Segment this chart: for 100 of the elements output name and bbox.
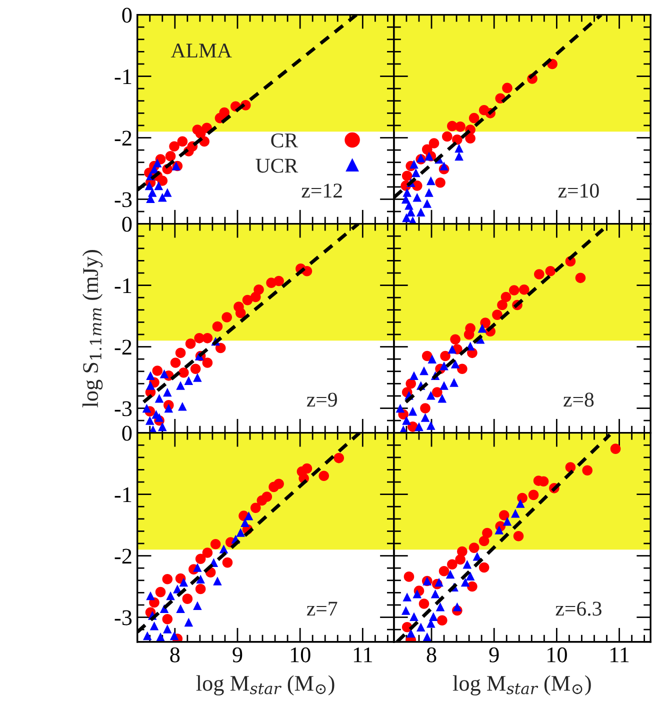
point xyxy=(196,574,205,584)
y-tick-label: 0 xyxy=(122,8,132,23)
point xyxy=(402,170,412,182)
point xyxy=(156,632,165,642)
point xyxy=(202,548,213,558)
point xyxy=(152,158,162,168)
point xyxy=(215,342,226,354)
point xyxy=(447,120,458,132)
point xyxy=(236,528,246,537)
point xyxy=(177,136,188,147)
point xyxy=(528,490,539,500)
point xyxy=(465,133,476,144)
point xyxy=(412,590,422,598)
point xyxy=(565,462,576,472)
point xyxy=(169,141,180,152)
x-tick-label: 10 xyxy=(290,647,310,662)
point xyxy=(500,292,512,302)
point xyxy=(478,536,490,546)
point xyxy=(155,586,166,598)
point xyxy=(396,404,405,413)
point xyxy=(194,333,204,344)
point xyxy=(250,502,261,513)
point xyxy=(175,348,186,358)
point xyxy=(416,622,426,632)
point xyxy=(455,554,466,565)
point xyxy=(250,292,261,302)
point xyxy=(436,602,445,612)
point xyxy=(440,361,448,370)
point xyxy=(411,168,420,178)
point xyxy=(146,591,155,600)
y-tick-label: -1 xyxy=(114,69,132,84)
point xyxy=(429,612,438,622)
point xyxy=(240,518,250,527)
point xyxy=(268,482,279,492)
point xyxy=(422,199,432,208)
x-tick-label: 9 xyxy=(232,647,242,662)
point xyxy=(178,367,189,378)
legend-label: UCR xyxy=(256,158,298,173)
point xyxy=(176,381,185,390)
point xyxy=(222,557,233,568)
point xyxy=(610,444,621,454)
point xyxy=(190,364,201,374)
point xyxy=(412,192,422,202)
point xyxy=(176,604,185,614)
point xyxy=(446,570,455,579)
point xyxy=(144,181,154,190)
point xyxy=(513,530,524,542)
point xyxy=(440,350,450,362)
y-tick-label: -1 xyxy=(114,278,132,294)
y-tick-label: -2 xyxy=(114,130,132,146)
point xyxy=(435,177,446,188)
point xyxy=(438,394,447,403)
point xyxy=(457,364,468,374)
point xyxy=(222,312,232,322)
point xyxy=(160,369,169,378)
point xyxy=(442,131,452,142)
point xyxy=(318,470,330,482)
point xyxy=(454,144,464,153)
y-tick-label: -2 xyxy=(114,340,132,354)
point xyxy=(462,560,472,569)
point xyxy=(184,376,194,385)
point xyxy=(334,452,344,464)
point xyxy=(478,324,487,333)
point xyxy=(193,563,202,572)
band-label: ALMA xyxy=(170,44,232,58)
point xyxy=(482,528,492,538)
point xyxy=(478,104,490,116)
point xyxy=(163,388,172,397)
point xyxy=(418,598,430,609)
point xyxy=(404,572,414,582)
point xyxy=(428,354,437,364)
point xyxy=(150,621,159,630)
point xyxy=(182,594,193,604)
point xyxy=(478,562,490,573)
point xyxy=(158,192,167,202)
point xyxy=(179,578,188,587)
point xyxy=(163,624,172,634)
point xyxy=(406,628,416,638)
point xyxy=(454,152,464,161)
point xyxy=(518,284,530,295)
point xyxy=(430,590,440,598)
point xyxy=(402,416,411,425)
point xyxy=(494,526,504,534)
point xyxy=(420,403,430,414)
annotation: z=9 xyxy=(306,392,337,407)
point xyxy=(468,112,480,124)
point xyxy=(193,601,202,610)
point xyxy=(410,160,418,169)
point xyxy=(508,285,520,296)
point xyxy=(582,465,593,476)
point xyxy=(422,350,432,362)
point xyxy=(426,421,436,430)
point xyxy=(202,358,213,368)
x-tick-label: 11 xyxy=(610,647,629,662)
point xyxy=(145,416,154,425)
y-tick-label: 0 xyxy=(122,426,132,441)
point xyxy=(402,188,412,197)
point xyxy=(502,516,512,526)
point xyxy=(212,321,223,332)
legend-label: CR xyxy=(271,133,298,148)
